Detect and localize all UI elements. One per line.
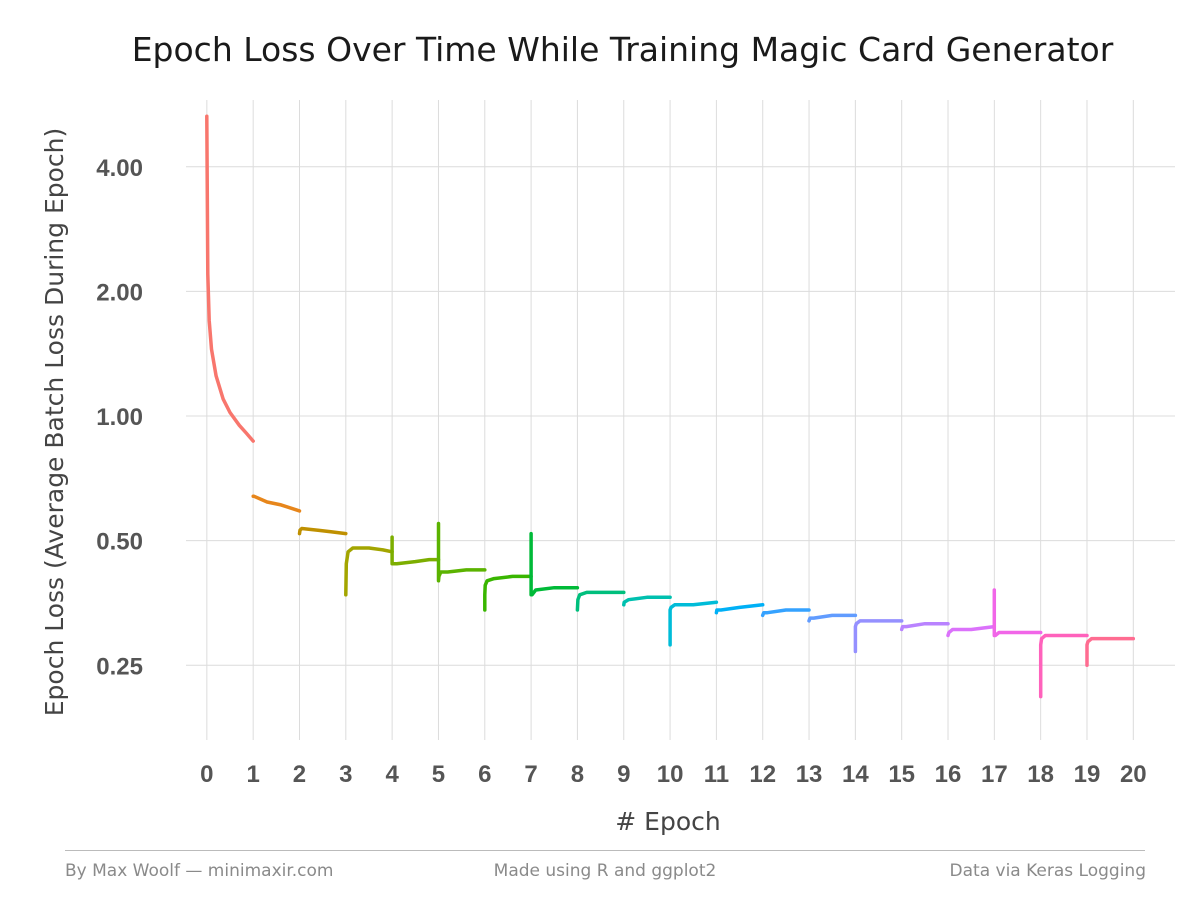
epoch-2-loss-line bbox=[297, 526, 348, 536]
epoch-3-loss-line bbox=[344, 546, 394, 597]
x-tick-label: 20 bbox=[1120, 761, 1147, 788]
x-tick-label: 10 bbox=[657, 761, 684, 788]
series-lines bbox=[205, 114, 1136, 699]
x-tick-label: 12 bbox=[749, 761, 776, 788]
epoch-4-loss-line bbox=[390, 535, 441, 566]
y-axis-title: Epoch Loss (Average Batch Loss During Ep… bbox=[40, 128, 69, 717]
x-tick-label: 8 bbox=[571, 761, 584, 788]
x-tick-label: 7 bbox=[524, 761, 537, 788]
y-tick-label: 1.00 bbox=[96, 404, 143, 431]
x-axis-title: # Epoch bbox=[615, 807, 720, 836]
epoch-10-loss-line bbox=[668, 600, 719, 647]
x-tick-labels: 0 1 2 3 4 5 6 7 8 9 10 11 12 13 14 15 16 17 18 19 20 bbox=[200, 761, 1146, 788]
x-tick-label: 15 bbox=[888, 761, 915, 788]
x-tick-label: 14 bbox=[842, 761, 869, 788]
epoch-12-loss-line bbox=[760, 608, 811, 618]
x-tick-label: 4 bbox=[385, 761, 399, 788]
epoch-5-loss-line bbox=[436, 521, 487, 583]
epoch-18-loss-line bbox=[1038, 633, 1089, 699]
epoch-8-loss-line bbox=[575, 590, 626, 612]
epoch-0-loss-line bbox=[205, 114, 255, 443]
epoch-14-loss-line bbox=[853, 619, 904, 654]
y-tick-label: 0.25 bbox=[96, 653, 143, 680]
y-tick-label: 2.00 bbox=[96, 279, 143, 306]
epoch-13-loss-line bbox=[807, 613, 858, 623]
epoch-19-loss-line bbox=[1085, 636, 1136, 668]
x-tick-label: 1 bbox=[246, 761, 259, 788]
chart-title: Epoch Loss Over Time While Training Magi… bbox=[131, 30, 1114, 69]
epoch-15-loss-line bbox=[899, 621, 950, 632]
footer-credit: By Max Woolf — minimaxir.com bbox=[65, 861, 334, 881]
x-tick-label: 17 bbox=[981, 761, 1008, 788]
x-tick-label: 3 bbox=[339, 761, 352, 788]
epoch-7-loss-line bbox=[529, 531, 580, 597]
x-tick-label: 6 bbox=[478, 761, 491, 788]
x-tick-label: 9 bbox=[617, 761, 630, 788]
footer-source: Data via Keras Logging bbox=[949, 861, 1146, 881]
epoch-1-loss-line bbox=[251, 494, 302, 513]
epoch-6-loss-line bbox=[483, 574, 533, 612]
grid-lines bbox=[186, 100, 1175, 740]
x-tick-label: 0 bbox=[200, 761, 213, 788]
epoch-17-loss-line bbox=[992, 588, 1043, 638]
x-tick-label: 18 bbox=[1027, 761, 1054, 788]
x-tick-label: 11 bbox=[704, 761, 729, 788]
epoch-9-loss-line bbox=[622, 595, 672, 607]
epoch-16-loss-line bbox=[946, 624, 997, 638]
x-tick-label: 5 bbox=[432, 761, 445, 788]
x-tick-label: 13 bbox=[796, 761, 823, 788]
footer-tools: Made using R and ggplot2 bbox=[493, 861, 717, 881]
x-tick-label: 19 bbox=[1074, 761, 1101, 788]
y-tick-labels: 0.25 0.50 1.00 2.00 4.00 bbox=[96, 155, 143, 680]
x-tick-label: 16 bbox=[935, 761, 962, 788]
footer-divider bbox=[65, 850, 1145, 851]
x-tick-label: 2 bbox=[293, 761, 306, 788]
y-tick-label: 0.50 bbox=[96, 529, 143, 556]
epoch-11-loss-line bbox=[714, 603, 765, 615]
y-tick-label: 4.00 bbox=[96, 155, 143, 182]
